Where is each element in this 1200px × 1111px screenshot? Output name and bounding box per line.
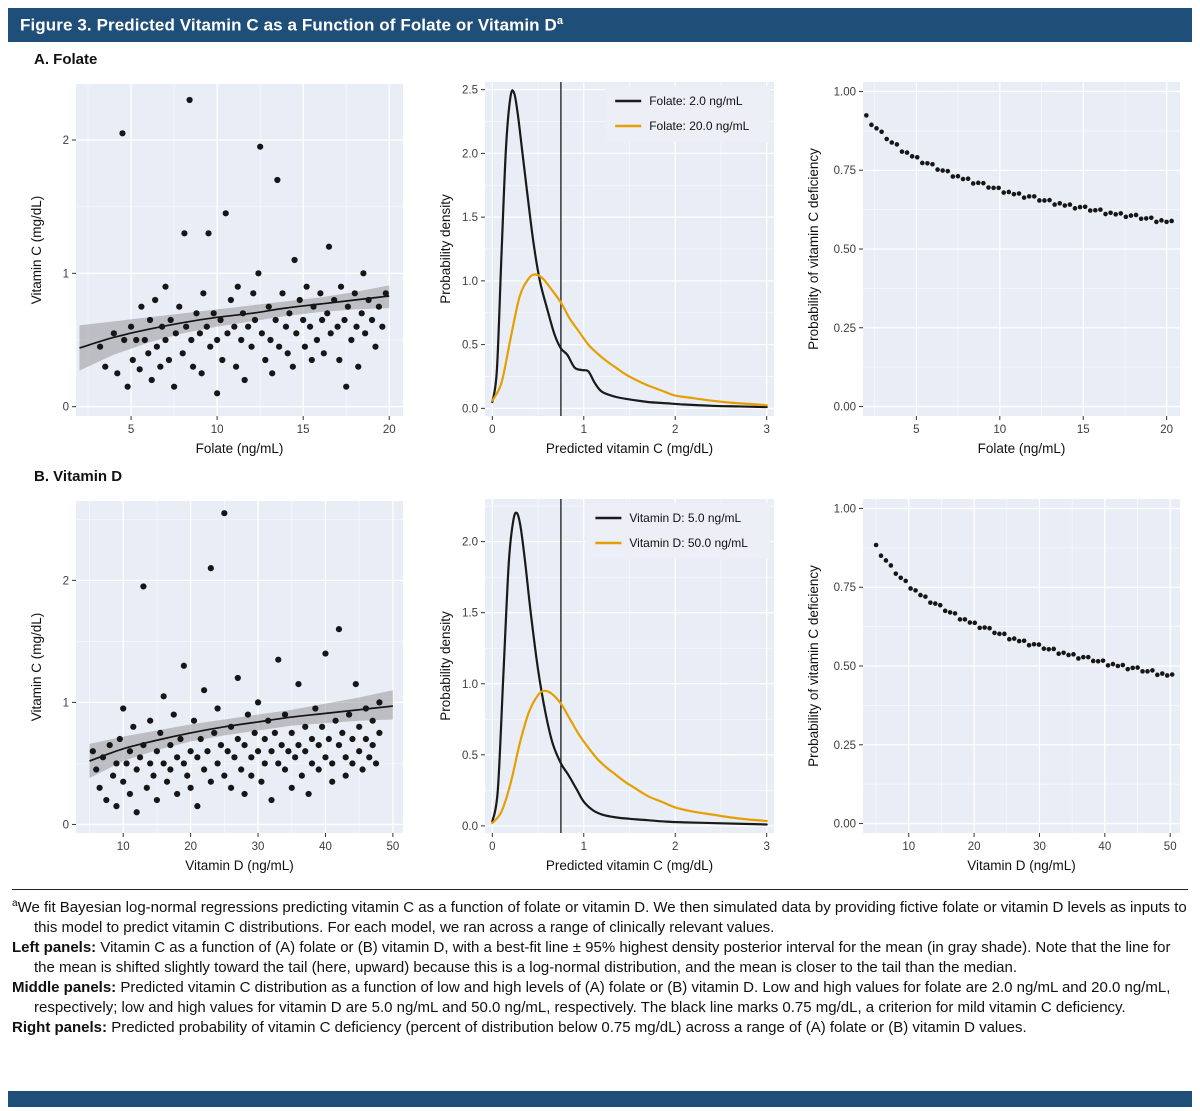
svg-text:0.25: 0.25 <box>834 323 856 335</box>
figure-title-footnote-marker: a <box>556 14 564 27</box>
svg-text:20: 20 <box>184 841 197 853</box>
svg-text:2: 2 <box>672 841 678 853</box>
svg-text:Probability of vitamin C defic: Probability of vitamin C deficiency <box>806 148 821 350</box>
footnote-left-text: Vitamin C as a function of (A) folate or… <box>34 939 1171 976</box>
svg-text:10: 10 <box>211 424 224 436</box>
svg-text:15: 15 <box>1077 424 1090 436</box>
footnote-middle-text: Predicted vitamin C distribution as a fu… <box>34 979 1171 1016</box>
svg-text:1: 1 <box>63 268 69 280</box>
footnote-left-label: Left panels: <box>12 939 97 956</box>
svg-text:20: 20 <box>1160 424 1173 436</box>
svg-text:0.25: 0.25 <box>834 740 856 752</box>
svg-text:2.0: 2.0 <box>462 537 478 549</box>
svg-text:0: 0 <box>489 841 495 853</box>
footnote-right-panels: Right panels: Predicted probability of v… <box>12 1018 1188 1038</box>
figure-page: Figure 3. Predicted Vitamin C as a Funct… <box>0 8 1200 1107</box>
svg-text:30: 30 <box>1033 841 1046 853</box>
svg-text:0.75: 0.75 <box>834 165 856 177</box>
svg-text:Folate: 20.0 ng/mL: Folate: 20.0 ng/mL <box>649 119 749 133</box>
svg-text:Vitamin C (mg/dL): Vitamin C (mg/dL) <box>29 613 44 722</box>
panel-b-scatter-chart: 10 20 30 40 50 0 1 2 Vitamin D (ng/mL) Vitamin C … <box>29 501 403 873</box>
svg-text:0.75: 0.75 <box>834 582 856 594</box>
svg-text:40: 40 <box>1098 841 1111 853</box>
svg-text:1.0: 1.0 <box>462 276 478 288</box>
footnote-marker: a <box>12 898 18 909</box>
svg-text:2: 2 <box>672 424 678 436</box>
svg-text:Folate (ng/mL): Folate (ng/mL) <box>196 441 284 456</box>
svg-text:Probability density: Probability density <box>438 611 453 721</box>
svg-text:Predicted vitamin C (mg/dL): Predicted vitamin C (mg/dL) <box>545 858 712 873</box>
svg-text:0: 0 <box>63 402 69 414</box>
figure-title-text: Figure 3. Predicted Vitamin C as a Funct… <box>20 15 557 35</box>
svg-text:2: 2 <box>63 135 69 147</box>
svg-text:Vitamin C (mg/dL): Vitamin C (mg/dL) <box>29 196 44 305</box>
svg-text:50: 50 <box>386 841 399 853</box>
svg-text:Probability of vitamin C defic: Probability of vitamin C deficiency <box>806 565 821 767</box>
svg-text:Vitamin D (ng/mL): Vitamin D (ng/mL) <box>185 858 294 873</box>
svg-text:20: 20 <box>383 424 396 436</box>
svg-text:Predicted vitamin C (mg/dL): Predicted vitamin C (mg/dL) <box>545 441 712 456</box>
svg-text:10: 10 <box>993 424 1006 436</box>
svg-text:0.00: 0.00 <box>834 402 856 414</box>
footnote-right-label: Right panels: <box>12 1019 108 1036</box>
svg-text:2.5: 2.5 <box>462 85 478 97</box>
svg-text:50: 50 <box>1164 841 1177 853</box>
figure-footnote: aWe fit Bayesian log-normal regressions … <box>12 889 1188 1038</box>
svg-text:1.00: 1.00 <box>834 503 856 515</box>
svg-text:3: 3 <box>763 424 769 436</box>
footnote-middle-label: Middle panels: <box>12 979 117 996</box>
footnote-middle-panels: Middle panels: Predicted vitamin C distr… <box>12 978 1188 1017</box>
svg-text:Probability density: Probability density <box>438 194 453 304</box>
svg-text:0.5: 0.5 <box>462 340 478 352</box>
footnote-left-panels: Left panels: Vitamin C as a function of … <box>12 938 1188 977</box>
panel-b-probability-chart: 10 20 30 40 50 0.00 0.25 0.50 0.75 1.00 Vitamin D … <box>806 499 1180 873</box>
svg-text:Vitamin D: 5.0 ng/mL: Vitamin D: 5.0 ng/mL <box>629 511 741 525</box>
svg-text:Vitamin D (ng/mL): Vitamin D (ng/mL) <box>967 858 1076 873</box>
svg-text:0.50: 0.50 <box>834 661 856 673</box>
svg-text:Folate: 2.0 ng/mL: Folate: 2.0 ng/mL <box>649 94 743 108</box>
svg-text:0.0: 0.0 <box>462 403 478 415</box>
svg-text:15: 15 <box>297 424 310 436</box>
svg-text:1.00: 1.00 <box>834 86 856 98</box>
footnote-right-text: Predicted probability of vitamin C defic… <box>111 1019 1027 1036</box>
svg-text:0.50: 0.50 <box>834 244 856 256</box>
figure-title: Figure 3. Predicted Vitamin C as a Funct… <box>20 15 563 36</box>
row-b-charts: 10 20 30 40 50 0 1 2 Vitamin D (ng/mL) Vitamin C … <box>0 487 1200 879</box>
svg-text:Vitamin D: 50.0 ng/mL: Vitamin D: 50.0 ng/mL <box>629 536 748 550</box>
row-a-charts: 5 10 15 20 0 1 2 Folate (ng/mL) Vitamin C (mg/dL… <box>0 70 1200 462</box>
footnote-intro: aWe fit Bayesian log-normal regressions … <box>12 897 1188 937</box>
svg-text:0: 0 <box>489 424 495 436</box>
svg-text:10: 10 <box>117 841 130 853</box>
panel-b-density-chart: 0 1 2 3 0.0 0.5 1.0 1.5 2.0 Predicted vitamin C (… <box>438 499 774 873</box>
svg-text:3: 3 <box>763 841 769 853</box>
svg-text:1.0: 1.0 <box>462 679 478 691</box>
section-a-label: A. Folate <box>34 51 98 68</box>
svg-text:1: 1 <box>63 697 69 709</box>
svg-text:30: 30 <box>252 841 265 853</box>
svg-text:1: 1 <box>580 424 586 436</box>
svg-text:0.0: 0.0 <box>462 821 478 833</box>
panel-a-density-chart: 0 1 2 3 0.0 0.5 1.0 1.5 2.0 2.5 Predicted vitamin … <box>438 82 774 456</box>
svg-text:5: 5 <box>913 424 919 436</box>
footnote-intro-text: We fit Bayesian log-normal regressions p… <box>17 899 1187 936</box>
svg-text:Folate (ng/mL): Folate (ng/mL) <box>978 441 1066 456</box>
figure-title-bar: Figure 3. Predicted Vitamin C as a Funct… <box>8 8 1192 42</box>
svg-text:1: 1 <box>580 841 586 853</box>
svg-text:1.5: 1.5 <box>462 212 478 224</box>
svg-text:40: 40 <box>319 841 332 853</box>
panel-a-scatter-chart: 5 10 15 20 0 1 2 Folate (ng/mL) Vitamin C (mg/dL… <box>29 84 403 456</box>
svg-text:0: 0 <box>63 819 69 831</box>
panel-a-probability-chart: 5 10 15 20 0.00 0.25 0.50 0.75 1.00 Folate (ng/mL… <box>806 82 1180 456</box>
svg-text:20: 20 <box>968 841 981 853</box>
svg-text:2.0: 2.0 <box>462 148 478 160</box>
svg-text:10: 10 <box>902 841 915 853</box>
svg-text:2: 2 <box>63 575 69 587</box>
svg-text:1.5: 1.5 <box>462 608 478 620</box>
bottom-accent-bar <box>8 1091 1192 1107</box>
svg-text:0.00: 0.00 <box>834 819 856 831</box>
section-b-label: B. Vitamin D <box>34 468 123 485</box>
svg-text:0.5: 0.5 <box>462 750 478 762</box>
svg-text:5: 5 <box>128 424 134 436</box>
